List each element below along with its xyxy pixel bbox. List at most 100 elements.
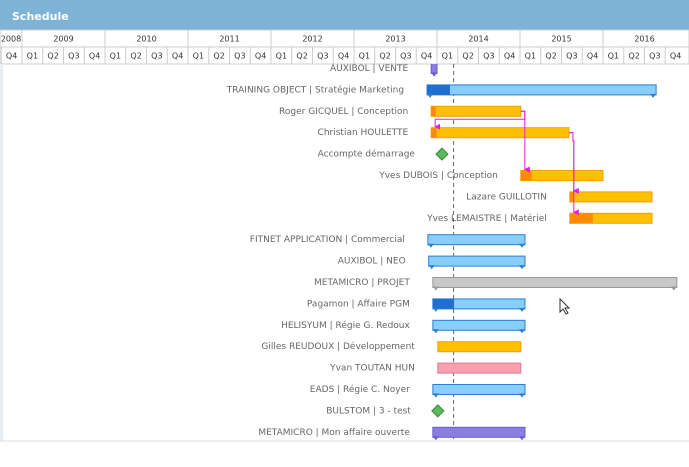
year-label: 2016 <box>634 35 654 44</box>
year-label: 2008 <box>1 35 21 44</box>
bar-end-cap <box>427 93 434 98</box>
task-bar <box>520 170 604 181</box>
task-label: AUXIBOL | NEO <box>338 257 406 267</box>
task-label: EADS | Régie C. Noyer <box>310 384 410 395</box>
bar-end-cap <box>432 436 439 441</box>
task-bar <box>430 64 438 74</box>
task-bar <box>430 105 522 117</box>
milestone <box>431 404 445 418</box>
task-bar <box>430 127 570 139</box>
task-bar <box>432 384 526 395</box>
quarter-label: Q4 <box>6 52 17 61</box>
task-progress <box>569 191 574 202</box>
year-label: 2013 <box>385 35 405 44</box>
year-label: 2010 <box>136 35 156 44</box>
cursor <box>559 297 571 315</box>
quarter-label: Q1 <box>276 52 287 61</box>
task-bar <box>437 341 522 353</box>
quarter-label: Q3 <box>483 52 494 61</box>
task-label: TRAINING OBJECT | Stratégie Marketing <box>226 84 404 95</box>
quarter-label: Q3 <box>234 52 245 61</box>
bar-end-cap <box>650 93 657 98</box>
task-bar <box>432 426 526 438</box>
quarter-label: Q1 <box>110 52 121 61</box>
task-label: Gilles REUDOUX | Développement <box>261 341 415 352</box>
quarter-label: Q3 <box>649 52 660 61</box>
bar-end-cap <box>432 393 439 398</box>
task-label: FITNET APPLICATION | Commercial <box>250 235 405 245</box>
year-label: 2011 <box>219 35 239 44</box>
task-label: BULSTOM | 3 - test <box>326 406 411 416</box>
bar-end-cap <box>518 243 525 248</box>
task-label: Accompte démarrage <box>318 149 416 160</box>
task-progress <box>431 127 437 138</box>
quarter-label: Q1 <box>525 52 536 61</box>
task-label: Yves DUBOIS | Conception <box>378 171 498 181</box>
quarter-label: Q4 <box>172 52 183 61</box>
task-label: Lazare GUILLOTIN <box>466 192 547 202</box>
quarter-label: Q4 <box>421 52 432 61</box>
task-bar <box>428 255 526 267</box>
quarter-label: Q2 <box>47 52 58 61</box>
dependency-link <box>568 132 579 194</box>
task-label: Yvan TOUTAN HUN <box>329 364 415 374</box>
quarter-label: Q1 <box>27 52 38 61</box>
year-label: 2015 <box>551 35 571 44</box>
quarter-label: Q1 <box>359 52 370 61</box>
task-label: Yves LEMAISTRE | Matériel <box>426 213 547 224</box>
milestone <box>435 147 449 161</box>
bar-end-cap <box>432 307 439 312</box>
quarter-label: Q2 <box>296 52 307 61</box>
task-bar <box>427 234 526 246</box>
bar-end-cap <box>670 286 677 291</box>
title: Schedule <box>12 10 69 23</box>
task-bar <box>432 277 678 288</box>
task-label: AUXIBOL | VENTE <box>330 64 409 74</box>
bar-end-cap <box>518 329 525 334</box>
task-bar <box>437 362 522 374</box>
task-bar <box>569 191 653 203</box>
quarter-label: Q2 <box>213 52 224 61</box>
quarter-label: Q1 <box>608 52 619 61</box>
task-progress <box>569 213 593 224</box>
year-label: 2009 <box>53 35 73 44</box>
bar-end-cap <box>518 436 525 441</box>
task-bar <box>432 319 526 331</box>
quarter-label: Q3 <box>68 52 79 61</box>
quarter-label: Q2 <box>379 52 390 61</box>
bar-end-cap <box>518 265 525 270</box>
task-label: METAMICRO | Mon affaire ouverte <box>258 428 410 438</box>
task-label: Pagamon | Affaire PGM <box>307 299 410 309</box>
quarter-label: Q3 <box>400 52 411 61</box>
task-progress <box>520 170 532 181</box>
quarter-label: Q4 <box>255 52 266 61</box>
quarter-label: Q4 <box>504 52 515 61</box>
task-progress <box>427 84 450 95</box>
quarter-label: Q4 <box>89 52 100 61</box>
quarter-label: Q2 <box>130 52 141 61</box>
quarter-label: Q2 <box>545 52 556 61</box>
quarter-label: Q1 <box>193 52 204 61</box>
quarter-label: Q4 <box>338 52 349 61</box>
bar-end-cap <box>431 72 437 77</box>
task-bar <box>426 84 657 96</box>
task-label: METAMICRO | PROJET <box>314 278 410 288</box>
bar-end-cap <box>432 329 439 334</box>
task-label: Roger GICQUEL | Conception <box>279 107 408 117</box>
task-progress <box>431 106 436 117</box>
dependency-link <box>568 132 579 216</box>
year-label: 2014 <box>468 35 488 44</box>
bar-end-cap <box>518 393 525 398</box>
bar-end-cap <box>428 265 435 270</box>
task-label: HELISYUM | Régie G. Redoux <box>281 320 410 331</box>
quarter-label: Q3 <box>151 52 162 61</box>
task-progress <box>432 298 455 309</box>
header-bar <box>0 0 689 30</box>
bar-end-cap <box>427 243 434 248</box>
quarter-label: Q4 <box>587 52 598 61</box>
quarter-label: Q1 <box>442 52 453 61</box>
task-label: Christian HOULETTE <box>318 128 409 138</box>
year-label: 2012 <box>302 35 322 44</box>
bar-end-cap <box>432 286 439 291</box>
